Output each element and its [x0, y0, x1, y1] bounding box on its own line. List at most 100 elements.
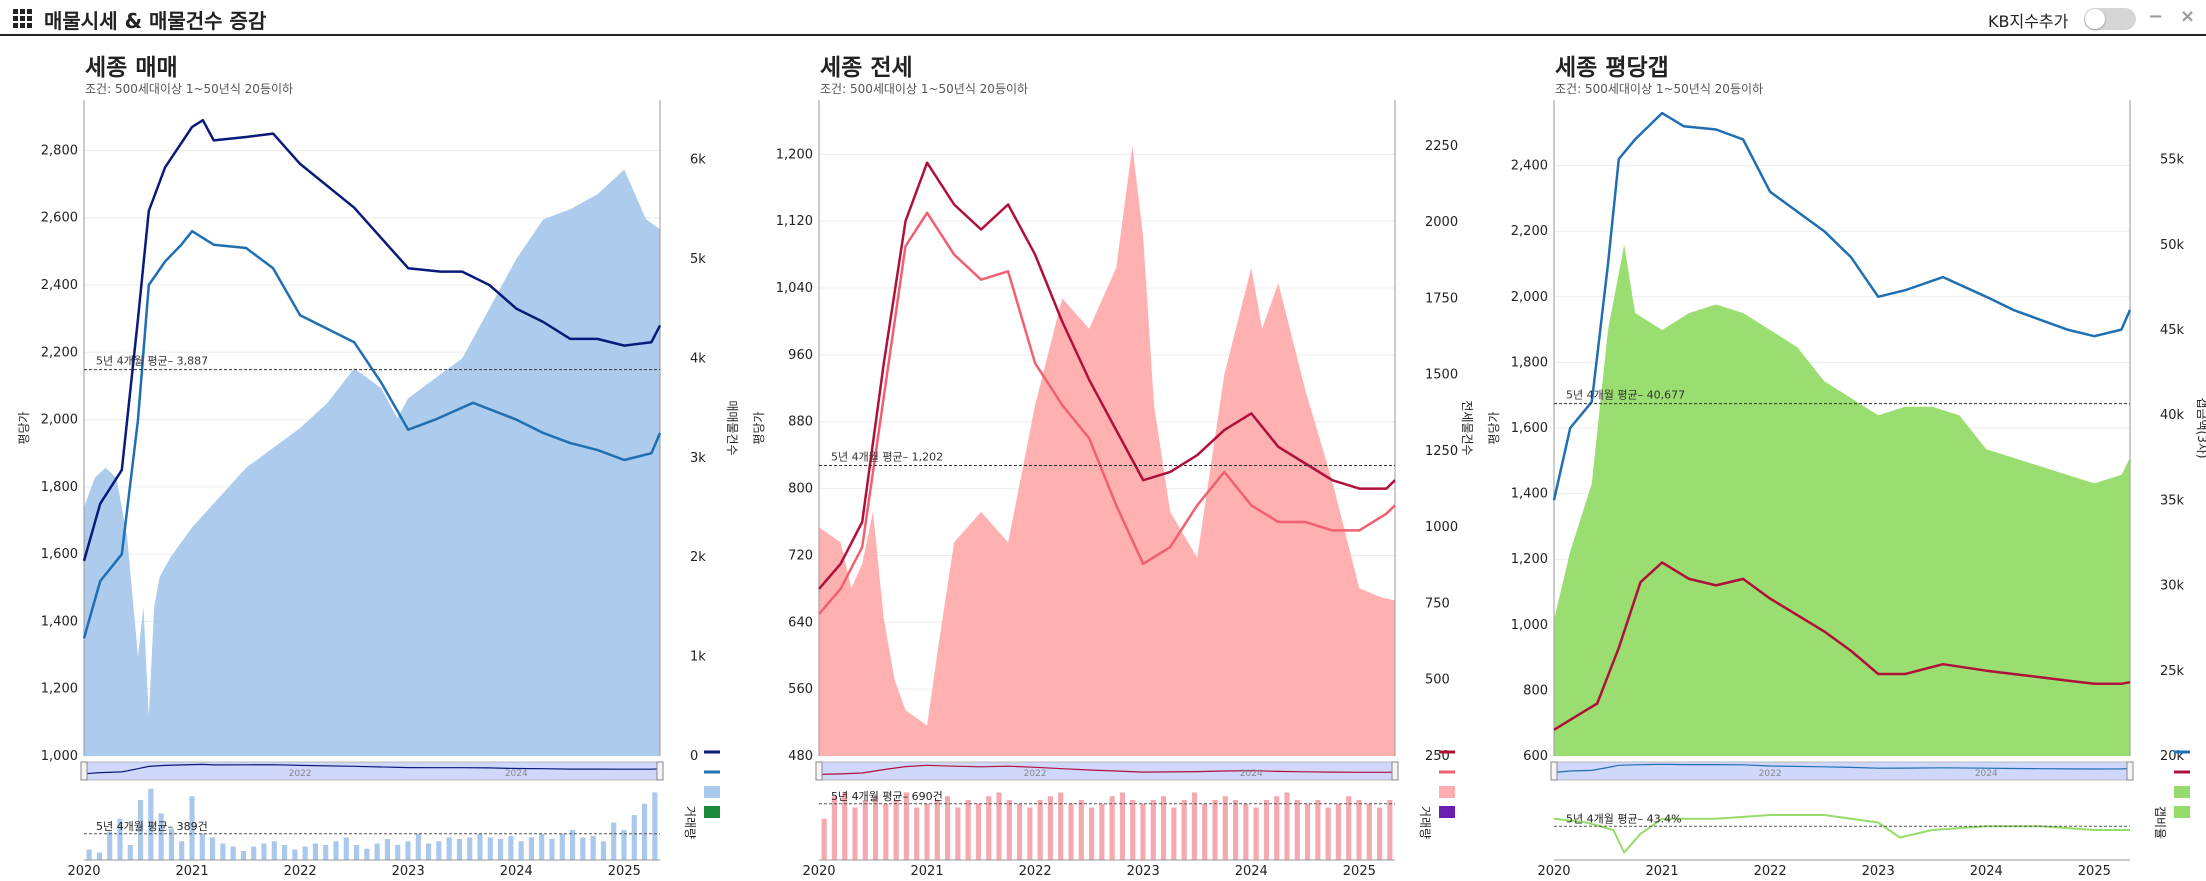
y2-tick-label: 5k [690, 252, 706, 267]
volume-bar [446, 837, 452, 860]
y2-tick-label: 6k [690, 153, 706, 168]
grid-menu-icon[interactable] [13, 9, 33, 28]
volume-bar [914, 807, 920, 860]
volume-bar [1284, 792, 1290, 860]
volume-bar [852, 807, 858, 860]
navigator-handle-right [1391, 761, 1399, 781]
volume-bar [333, 841, 339, 860]
volume-bar [261, 843, 267, 860]
kb-index-toggle[interactable] [2084, 8, 2136, 30]
volume-bar [631, 815, 637, 860]
volume-bar [138, 800, 144, 860]
minimize-button[interactable]: − [2148, 6, 2164, 27]
y2-tick-label: 35k [2160, 493, 2185, 508]
volume-bar [1346, 796, 1352, 860]
y-tick-label: 2,200 [41, 345, 78, 360]
gap-ratio-line [1553, 814, 2130, 855]
top-bar: 매물시세 & 매물건수 증감 KB지수추가 − × [0, 0, 2206, 36]
y-tick-label: 1,400 [41, 614, 78, 629]
y2-tick-label: 1500 [1425, 368, 1458, 383]
x-tick-label: 2023 [1127, 864, 1160, 879]
volume-bar [199, 833, 205, 860]
x-tick-label: 2025 [1343, 864, 1376, 879]
volume-bar [1027, 807, 1033, 860]
area-series [819, 145, 1395, 757]
volume-bar [1366, 803, 1372, 860]
volume-bar [1356, 800, 1362, 860]
volume-bar [518, 841, 524, 860]
x-tick-label: 2020 [802, 864, 835, 879]
y2-tick-label: 750 [1425, 596, 1450, 611]
y2-tick-label: 500 [1425, 673, 1450, 688]
chart-subtitle: 조건: 500세대이상 1~50년식 20등이하 [85, 82, 294, 96]
y-tick-label: 2,800 [41, 143, 78, 158]
line-series [818, 211, 1396, 615]
volume-bar [168, 828, 174, 860]
volume-bar [1243, 803, 1249, 860]
volume-bar [1274, 796, 1280, 860]
navigator-label: 2024 [1975, 769, 1998, 779]
y-tick-label: 1,400 [1511, 487, 1548, 502]
volume-bar [1068, 803, 1074, 860]
navigator-handle-left [1550, 761, 1558, 781]
volume-bar [539, 833, 545, 860]
volume-bar [1130, 800, 1136, 860]
volume-bar [107, 831, 113, 860]
y-tick-label: 880 [788, 415, 813, 430]
volume-bar [945, 796, 951, 860]
volume-bar [955, 807, 961, 860]
volume-bar [590, 836, 596, 860]
navigator-handle-left [815, 761, 823, 781]
y-tick-label: 2,200 [1511, 224, 1548, 239]
y2-tick-label: 25k [2160, 664, 2185, 679]
volume-bar [934, 800, 940, 860]
chart-svg-sale[interactable]: 5년 4개월 평균– 3,887 1,000 1,200 1,400 1,600 1,80… [10, 40, 740, 881]
line-series [1553, 561, 2131, 731]
y-tick-label: 2,600 [41, 211, 78, 226]
volume-bar [570, 830, 576, 860]
volume-bar [975, 803, 981, 860]
volume-bar [873, 796, 879, 860]
volume-bar [1377, 807, 1383, 860]
average-label: 5년 4개월 평균– 3,887 [96, 355, 208, 368]
y-tick-label: 1,000 [41, 749, 78, 764]
volume-bar [611, 822, 617, 860]
volume-bar [1140, 803, 1146, 860]
app-title: 매물시세 & 매물건수 증감 [44, 9, 267, 33]
y-tick-label: 2,000 [1511, 290, 1548, 305]
volume-bar [862, 800, 868, 860]
volume-bar [924, 803, 930, 860]
volume-bar [1089, 807, 1095, 860]
volume-bar [354, 845, 360, 860]
chart-svg-gap[interactable]: 5년 4개월 평균– 40,677 600 800 1,000 1,200 1,400 1,… [1480, 40, 2206, 881]
y-tick-label: 560 [788, 682, 813, 697]
x-tick-label: 2021 [911, 864, 944, 879]
volume-bar [343, 837, 349, 860]
volume-bar [415, 833, 421, 860]
volume-average-label: 5년 4개월 평균– 389건 [96, 820, 208, 833]
chart-title: 세종 평당갭 [1555, 55, 1669, 81]
x-tick-label: 2022 [1754, 864, 1787, 879]
volume-bar [148, 788, 154, 860]
chart-subtitle: 조건: 500세대이상 1~50년식 20등이하 [1555, 82, 1764, 96]
volume-bar [1181, 800, 1187, 860]
y2-tick-label: 2000 [1425, 215, 1458, 230]
y-tick-label: 480 [788, 749, 813, 764]
y-tick-label: 2,400 [41, 278, 78, 293]
legend-swatch [2174, 806, 2190, 818]
volume-bar [240, 851, 246, 860]
average-label: 5년 4개월 평균– 40,677 [1566, 389, 1685, 402]
x-tick-label: 2024 [1970, 864, 2003, 879]
volume-bar [96, 852, 102, 860]
volume-bar [179, 841, 185, 860]
line-series [82, 118, 662, 562]
x-tick-label: 2021 [1646, 864, 1679, 879]
volume-bar [1109, 796, 1115, 860]
volume-axis-title: 갭비율 [2153, 806, 2167, 839]
close-button[interactable]: × [2180, 6, 2196, 27]
volume-bar [621, 830, 627, 860]
volume-bar [86, 849, 92, 860]
area-series [84, 169, 660, 757]
chart-svg-jeonse[interactable]: 5년 4개월 평균– 1,202 480 560 640 720 800 880 960 1,0… [745, 40, 1475, 881]
volume-bar [1161, 796, 1167, 860]
